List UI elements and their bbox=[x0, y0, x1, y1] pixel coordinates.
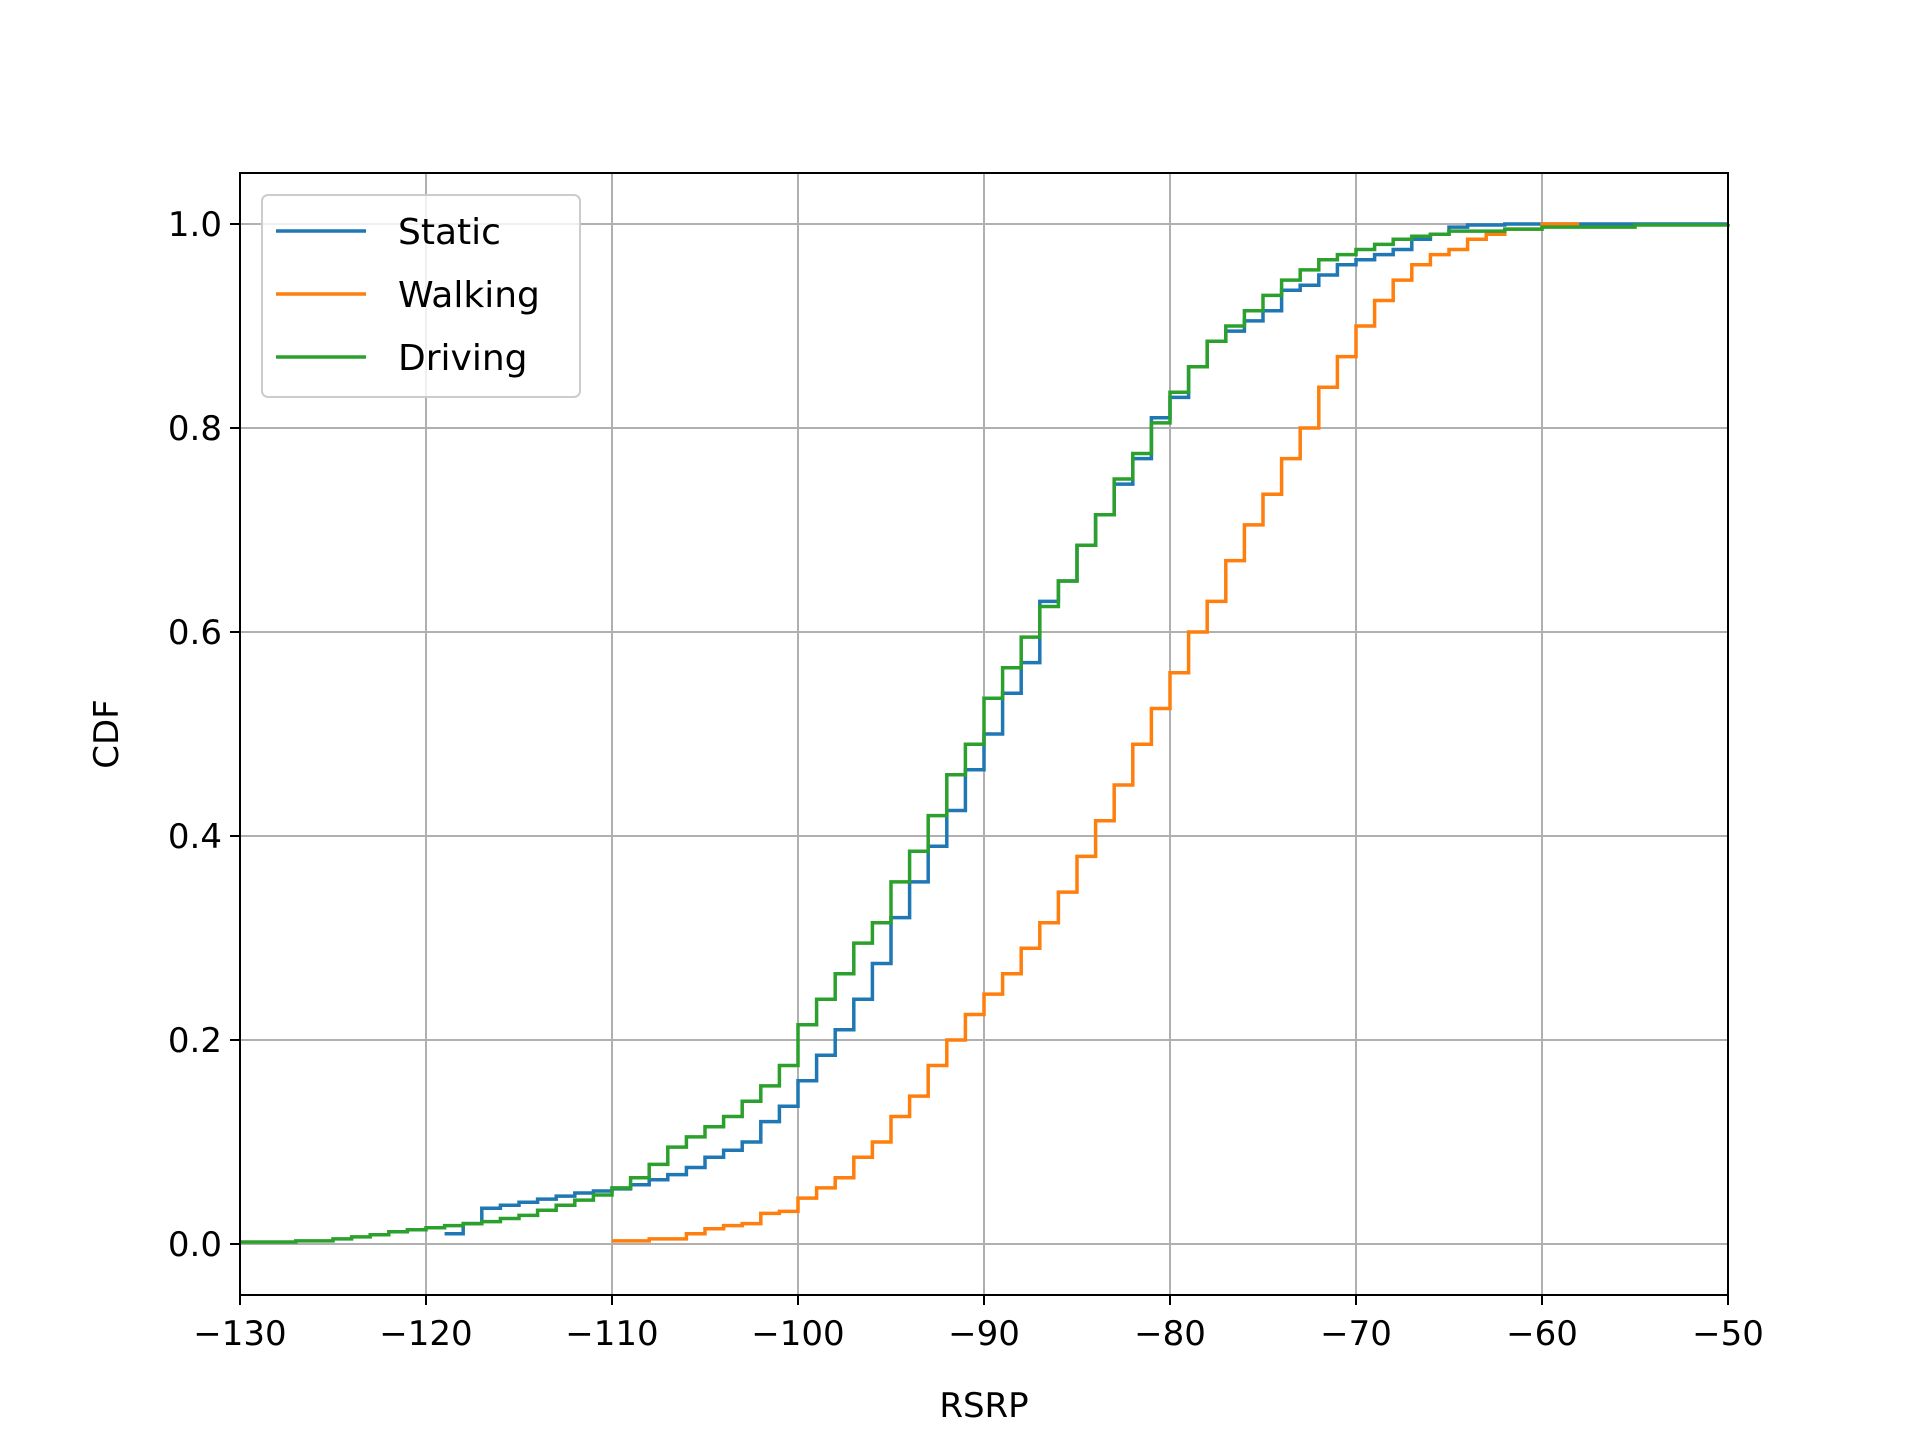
x-tick-label: −80 bbox=[1134, 1314, 1206, 1354]
x-tick-label: −90 bbox=[948, 1314, 1020, 1354]
axis-ticks: −130 −120 −110 −100 −90 −80 −70 −60 −50 0.0 0.2 0.4… bbox=[168, 205, 1764, 1354]
series-lines bbox=[240, 222, 1730, 1244]
x-axis-label: RSRP bbox=[939, 1386, 1028, 1426]
legend-label-walking: Walking bbox=[398, 275, 540, 316]
legend-label-static: Static bbox=[398, 212, 501, 253]
y-tick-label: 0.0 bbox=[168, 1225, 222, 1265]
y-tick-label: 0.6 bbox=[168, 613, 222, 653]
y-tick-label: 0.8 bbox=[168, 409, 222, 449]
x-tick-label: −120 bbox=[379, 1314, 472, 1354]
x-tick-label: −70 bbox=[1320, 1314, 1392, 1354]
legend: Static Walking Driving bbox=[261, 194, 581, 398]
y-tick-label: 1.0 bbox=[168, 205, 222, 245]
x-tick-label: −110 bbox=[565, 1314, 658, 1354]
series-line-driving bbox=[240, 223, 1730, 1244]
y-axis-label: CDF bbox=[87, 699, 127, 768]
legend-box bbox=[261, 194, 581, 398]
legend-label-driving: Driving bbox=[398, 338, 528, 379]
x-tick-label: −100 bbox=[751, 1314, 844, 1354]
series-line-walking bbox=[612, 222, 1580, 1243]
x-tick-label: −50 bbox=[1692, 1314, 1764, 1354]
x-tick-label: −60 bbox=[1506, 1314, 1578, 1354]
x-tick-label: −130 bbox=[193, 1314, 286, 1354]
y-tick-label: 0.4 bbox=[168, 817, 222, 857]
y-tick-label: 0.2 bbox=[168, 1021, 222, 1061]
